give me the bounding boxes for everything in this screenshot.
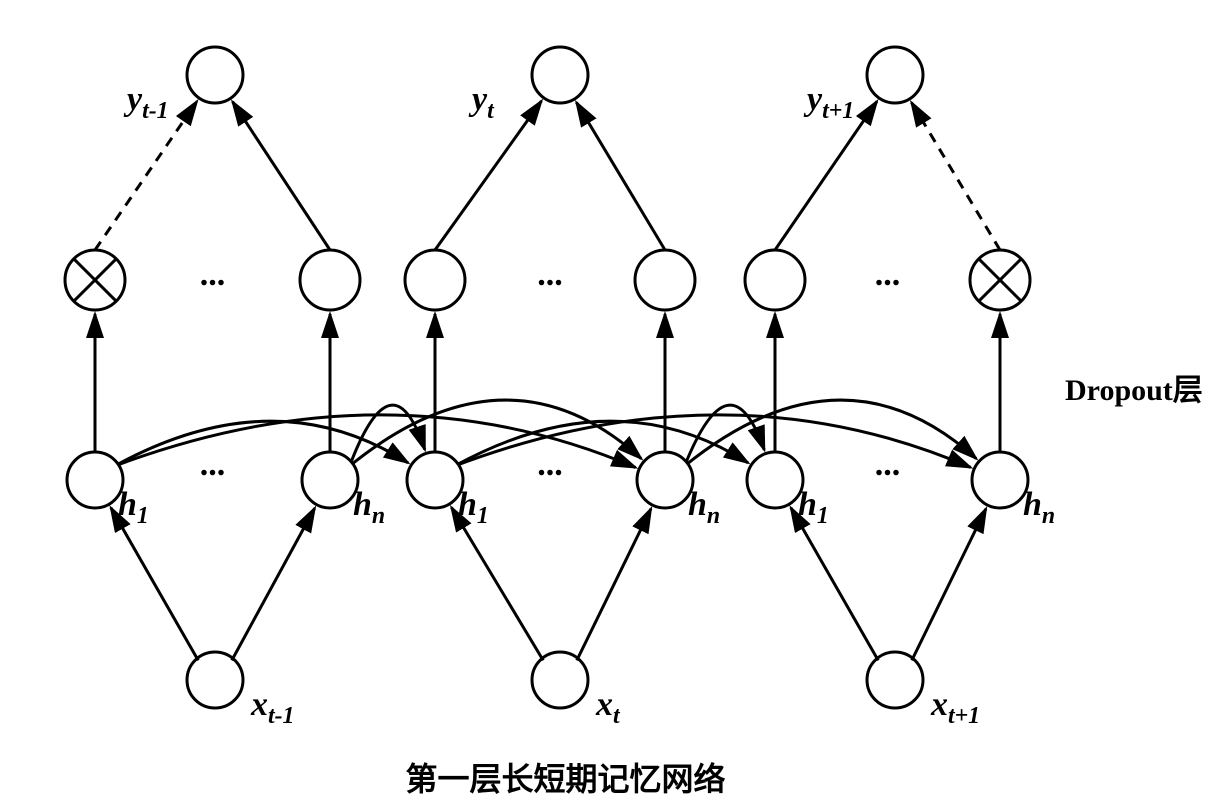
edge: [232, 508, 315, 660]
output-label: yt+1: [803, 81, 854, 124]
edge: [577, 509, 651, 661]
ellipsis: ...: [537, 256, 563, 293]
hidden-label: hn: [1023, 486, 1055, 529]
input-label: xt: [595, 686, 621, 729]
node: [747, 452, 803, 508]
input-label: xt+1: [930, 686, 980, 729]
ellipsis: ...: [200, 446, 226, 483]
output-label: yt: [468, 81, 495, 124]
edge: [791, 508, 878, 661]
node: [745, 250, 805, 310]
ellipsis: ...: [875, 256, 901, 293]
edge: [912, 509, 986, 661]
node: [637, 452, 693, 508]
node: [300, 250, 360, 310]
node: [972, 452, 1028, 508]
node: [532, 652, 588, 708]
recurrent-edge: [350, 400, 642, 466]
recurrent-edge: [115, 421, 408, 466]
hidden-label: hn: [353, 486, 385, 529]
edge: [233, 102, 330, 250]
node: [187, 652, 243, 708]
edge: [576, 102, 665, 250]
node: [405, 250, 465, 310]
ellipsis: ...: [537, 446, 563, 483]
node: [867, 47, 923, 103]
lstm-diagram: ...... yt-1 xt-1 h1 hn...... yt xt h1 hn...... yt…: [0, 0, 1211, 812]
input-label: xt-1: [250, 686, 294, 729]
hidden-label: h1: [798, 486, 829, 529]
edge: [451, 507, 543, 660]
hidden-label: h1: [458, 486, 489, 529]
ellipsis: ...: [875, 446, 901, 483]
diagram-title: 第一层长短期记忆网络: [405, 761, 725, 797]
node: [302, 452, 358, 508]
node: [532, 47, 588, 103]
node: [67, 452, 123, 508]
node: [867, 652, 923, 708]
hidden-label: h1: [118, 486, 149, 529]
edge: [911, 102, 1000, 250]
ellipsis: ...: [200, 256, 226, 293]
edge: [111, 508, 198, 661]
recurrent-edge: [685, 400, 977, 466]
node: [187, 47, 243, 103]
dropout-layer-label: Dropout层: [1065, 374, 1203, 407]
hidden-label: hn: [688, 486, 720, 529]
output-label: yt-1: [123, 81, 169, 124]
node: [635, 250, 695, 310]
node: [407, 452, 463, 508]
